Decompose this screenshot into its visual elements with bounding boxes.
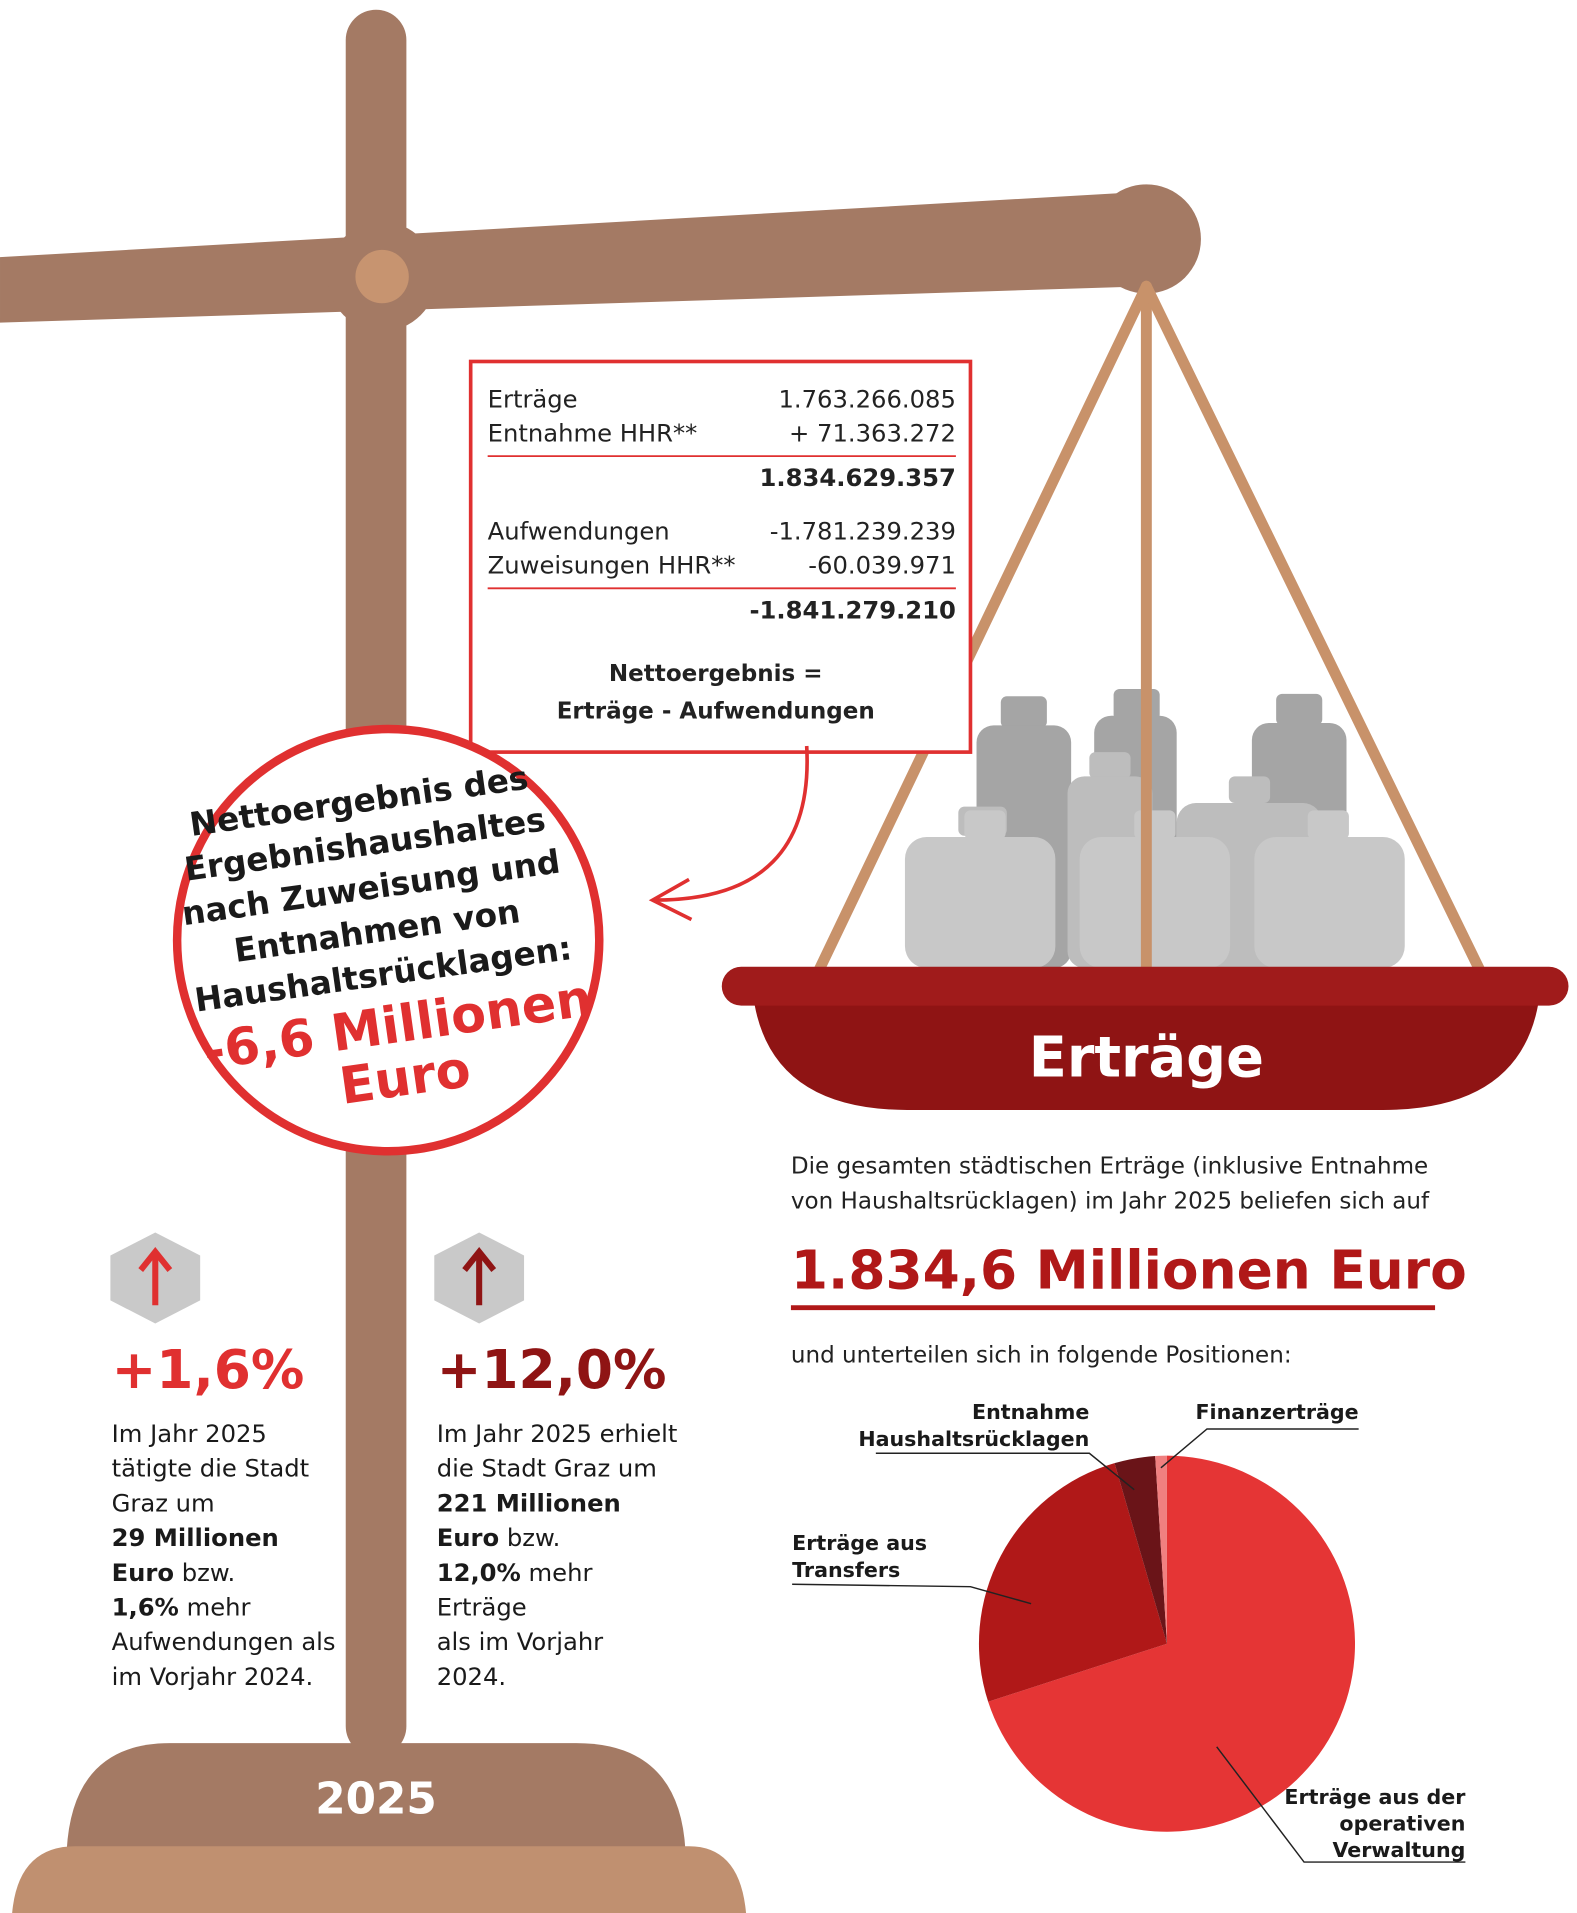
beam <box>0 191 1147 323</box>
stat-segment: im Vorjahr 2024. <box>112 1662 314 1691</box>
calc-box <box>468 359 973 754</box>
pie-slice <box>1114 1456 1167 1644</box>
stat-line: die Stadt Graz um <box>437 1454 657 1483</box>
stat-line: Im Jahr 2025 erhielt <box>437 1419 678 1448</box>
leader-line <box>1160 1428 1359 1469</box>
callout-circle <box>172 724 604 1156</box>
stat-segment: bzw. <box>499 1523 560 1552</box>
stat-segment: 221 Millionen <box>437 1488 621 1517</box>
stat-segment: 12,0% <box>437 1558 521 1587</box>
strings <box>813 280 1486 976</box>
stat-segment: mehr <box>521 1558 593 1587</box>
calc-label: Aufwendungen <box>488 517 670 546</box>
stat-line: 2024. <box>437 1662 506 1691</box>
hub-inner <box>355 249 409 304</box>
subtext: und unterteilen sich in folgende Positio… <box>791 1343 1292 1369</box>
stat-line: tätigte die Stadt <box>112 1454 310 1483</box>
stat-segment: Aufwendungen als <box>112 1627 336 1656</box>
intro-line: Die gesamten städtischen Erträge (inklus… <box>791 1153 1428 1179</box>
leader-line <box>792 1583 1032 1605</box>
pivot <box>1091 184 1201 294</box>
pie-slice <box>978 1463 1167 1702</box>
pie-slice <box>988 1455 1356 1832</box>
stat-segment: Euro <box>437 1523 499 1552</box>
stat-segment: 29 Millionen <box>112 1523 279 1552</box>
stat-segment: Graz um <box>112 1488 215 1517</box>
scale-graphic <box>0 9 1569 1913</box>
pie-label: operativen <box>1339 1811 1465 1835</box>
stat-segment: mehr <box>179 1593 251 1622</box>
stat-segment: die Stadt Graz um <box>437 1454 657 1483</box>
intro-line: von Haushaltsrücklagen) im Jahr 2025 bel… <box>791 1189 1430 1215</box>
calc-value: -60.039.971 <box>808 551 956 580</box>
leader-line <box>1216 1746 1466 1863</box>
stat-segment: 1,6% <box>112 1593 179 1622</box>
stat-line: Euro bzw. <box>437 1523 561 1552</box>
pie-label: Erträge aus der <box>1284 1785 1466 1809</box>
calc-label: Zuweisungen HHR** <box>488 551 736 580</box>
stat-segment: Im Jahr 2025 erhielt <box>437 1419 678 1448</box>
stat-segment: bzw. <box>174 1558 235 1587</box>
leader-line <box>875 1452 1135 1491</box>
stat-line: Erträge <box>437 1593 527 1622</box>
hex-icon <box>110 1232 525 1324</box>
calc-total: 1.834.629.357 <box>760 463 956 492</box>
calc-value: 1.763.266.085 <box>778 384 955 413</box>
pie-label: Transfers <box>792 1558 900 1582</box>
pie-label: Haushaltsrücklagen <box>858 1427 1089 1451</box>
stat-segment: Erträge <box>437 1593 527 1622</box>
base-top <box>66 1743 686 1850</box>
pie-slice <box>1155 1455 1167 1644</box>
amount: 1.834,6 Millionen Euro <box>791 1238 1467 1301</box>
stat-segment: 2024. <box>437 1662 506 1691</box>
stat-line: als im Vorjahr <box>437 1627 603 1656</box>
calc-note: Nettoergebnis = <box>609 661 823 687</box>
stat-line: 221 Millionen <box>437 1488 621 1517</box>
calc-note: Erträge - Aufwendungen <box>557 699 875 725</box>
pie-label: Erträge aus <box>792 1531 927 1555</box>
calc-value: + 71.363.272 <box>789 418 956 447</box>
pie-label: Entnahme <box>972 1400 1089 1424</box>
calc-label: Erträge <box>488 384 578 413</box>
arrow <box>655 745 809 902</box>
stat-line: im Vorjahr 2024. <box>112 1662 314 1691</box>
calc-label: Entnahme HHR** <box>488 418 698 447</box>
stat-line: 12,0% mehr <box>437 1558 593 1587</box>
stat-segment: Im Jahr 2025 <box>112 1419 267 1448</box>
bowl-title: Erträge <box>1029 1026 1264 1091</box>
stat-figure: +12,0% <box>437 1338 667 1401</box>
stat-segment: tätigte die Stadt <box>112 1454 310 1483</box>
arrow-head <box>648 877 693 922</box>
stat-segment: als im Vorjahr <box>437 1627 603 1656</box>
pie-label: Verwaltung <box>1332 1838 1465 1862</box>
stat-segment: Euro <box>112 1558 174 1587</box>
base-bottom <box>12 1846 747 1913</box>
stat-line: Graz um <box>112 1488 215 1517</box>
bowl-rim <box>721 966 1569 1006</box>
weights-front <box>904 810 1405 969</box>
stat-line: 1,6% mehr <box>112 1593 251 1622</box>
stat-figure: +1,6% <box>112 1338 305 1401</box>
stat-line: Euro bzw. <box>112 1558 236 1587</box>
calc-value: -1.781.239.239 <box>770 517 956 546</box>
bowl <box>754 1004 1539 1110</box>
year: 2025 <box>315 1773 437 1824</box>
stat-line: 29 Millionen <box>112 1523 279 1552</box>
pie-label: Finanzerträge <box>1195 1400 1358 1424</box>
stat-line: Aufwendungen als <box>112 1627 336 1656</box>
stat-line: Im Jahr 2025 <box>112 1419 267 1448</box>
calc-total: -1.841.279.210 <box>749 595 955 624</box>
